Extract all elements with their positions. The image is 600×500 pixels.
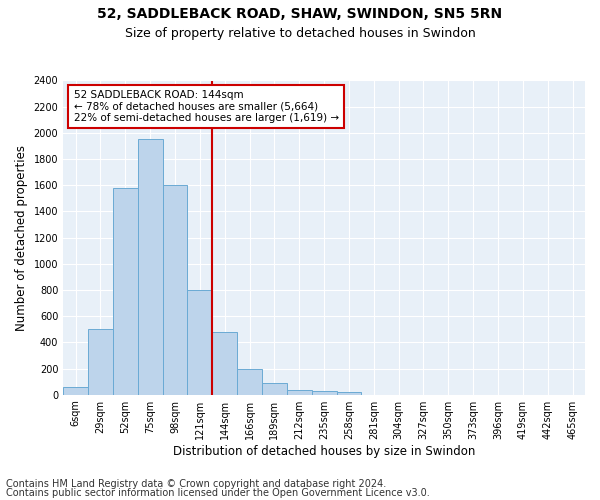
Text: 52 SADDLEBACK ROAD: 144sqm
← 78% of detached houses are smaller (5,664)
22% of s: 52 SADDLEBACK ROAD: 144sqm ← 78% of deta… xyxy=(74,90,339,123)
Bar xyxy=(88,329,113,394)
Bar xyxy=(187,290,212,395)
Bar xyxy=(311,392,337,394)
Y-axis label: Number of detached properties: Number of detached properties xyxy=(15,144,28,330)
Bar xyxy=(237,368,262,394)
Text: Contains public sector information licensed under the Open Government Licence v3: Contains public sector information licen… xyxy=(6,488,430,498)
Bar xyxy=(138,140,163,394)
X-axis label: Distribution of detached houses by size in Swindon: Distribution of detached houses by size … xyxy=(173,444,475,458)
Bar xyxy=(337,392,361,394)
Bar xyxy=(212,332,237,394)
Bar xyxy=(287,390,311,394)
Text: Contains HM Land Registry data © Crown copyright and database right 2024.: Contains HM Land Registry data © Crown c… xyxy=(6,479,386,489)
Bar xyxy=(63,387,88,394)
Bar xyxy=(262,383,287,394)
Text: 52, SADDLEBACK ROAD, SHAW, SWINDON, SN5 5RN: 52, SADDLEBACK ROAD, SHAW, SWINDON, SN5 … xyxy=(97,8,503,22)
Text: Size of property relative to detached houses in Swindon: Size of property relative to detached ho… xyxy=(125,28,475,40)
Bar xyxy=(113,188,138,394)
Bar xyxy=(163,185,187,394)
